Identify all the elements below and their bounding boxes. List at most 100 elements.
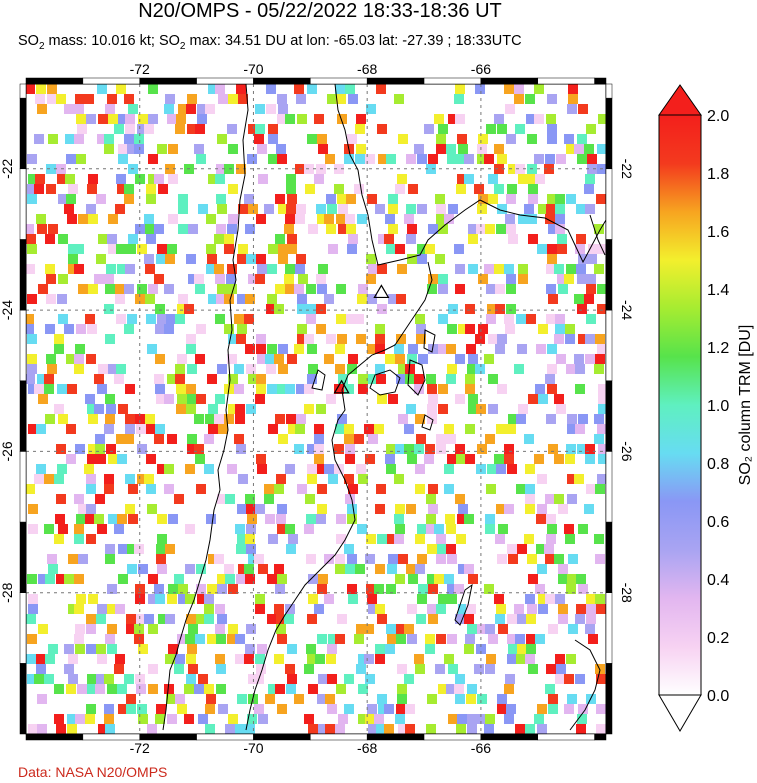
- so2-pixel: [215, 654, 225, 664]
- so2-pixel: [184, 304, 194, 314]
- so2-pixel: [158, 184, 168, 194]
- so2-pixel: [448, 304, 458, 314]
- so2-pixel: [388, 204, 398, 214]
- so2-pixel: [365, 674, 375, 684]
- so2-pixel: [507, 654, 517, 664]
- so2-pixel: [444, 214, 454, 224]
- so2-pixel: [344, 384, 354, 394]
- so2-pixel: [125, 474, 135, 484]
- so2-pixel: [215, 394, 225, 404]
- so2-pixel: [114, 524, 124, 534]
- frame-bar-bottom: [594, 733, 607, 741]
- so2-pixel: [266, 364, 276, 374]
- so2-pixel: [548, 224, 558, 234]
- so2-pixel: [294, 694, 304, 704]
- frame-bar-left: [19, 380, 27, 452]
- so2-pixel: [164, 324, 174, 334]
- so2-pixel: [326, 194, 336, 204]
- so2-pixel: [538, 604, 548, 614]
- so2-pixel: [266, 84, 276, 94]
- so2-pixel: [178, 204, 188, 214]
- so2-pixel: [446, 544, 456, 554]
- so2-pixel: [586, 484, 596, 494]
- so2-pixel: [334, 184, 344, 194]
- so2-pixel: [454, 684, 464, 694]
- so2-pixel: [308, 684, 318, 694]
- so2-pixel: [558, 284, 568, 294]
- so2-pixel: [274, 354, 284, 364]
- so2-pixel: [456, 724, 466, 734]
- so2-pixel: [36, 424, 46, 434]
- so2-pixel: [395, 524, 405, 534]
- so2-pixel: [344, 474, 354, 484]
- so2-pixel: [506, 424, 516, 434]
- so2-pixel: [467, 724, 477, 734]
- so2-pixel: [465, 634, 475, 644]
- so2-pixel: [494, 184, 504, 194]
- so2-pixel: [118, 154, 128, 164]
- so2-pixel: [554, 494, 564, 504]
- so2-pixel: [565, 324, 575, 334]
- so2-pixel: [455, 694, 465, 704]
- so2-pixel: [27, 244, 37, 254]
- so2-pixel: [508, 644, 518, 654]
- so2-pixel: [166, 694, 176, 704]
- so2-pixel: [465, 304, 475, 314]
- so2-pixel: [586, 124, 596, 134]
- so2-pixel: [358, 684, 368, 694]
- salt-lake-1: [369, 369, 401, 396]
- so2-pixel: [286, 174, 296, 184]
- so2-pixel: [74, 354, 84, 364]
- so2-pixel: [538, 594, 548, 604]
- so2-pixel: [36, 84, 46, 94]
- so2-pixel: [256, 344, 266, 354]
- so2-pixel: [326, 334, 336, 344]
- so2-pixel: [186, 614, 196, 624]
- so2-pixel: [407, 354, 417, 364]
- so2-pixel: [27, 184, 37, 194]
- so2-pixel: [264, 484, 274, 494]
- so2-pixel: [446, 374, 456, 384]
- data-credit: Data: NASA N20/OMPS: [18, 764, 168, 780]
- so2-pixel: [137, 704, 147, 714]
- so2-pixel: [45, 414, 55, 424]
- so2-pixel: [104, 134, 114, 144]
- so2-pixel: [86, 354, 96, 364]
- so2-pixel: [546, 114, 556, 124]
- so2-pixel: [54, 344, 64, 354]
- so2-pixel: [555, 674, 565, 684]
- so2-pixel: [245, 294, 255, 304]
- so2-pixel: [35, 94, 45, 104]
- so2-pixel: [145, 224, 155, 234]
- so2-pixel: [266, 104, 276, 114]
- so2-pixel: [455, 674, 465, 684]
- so2-pixel: [36, 214, 46, 224]
- so2-pixel: [356, 624, 366, 634]
- so2-pixel: [88, 214, 98, 224]
- so2-pixel: [326, 394, 336, 404]
- so2-pixel: [536, 344, 546, 354]
- so2-pixel: [125, 114, 135, 124]
- so2-pixel: [256, 214, 266, 224]
- so2-pixel: [467, 714, 477, 724]
- so2-pixel: [465, 424, 475, 434]
- so2-pixel: [506, 284, 516, 294]
- so2-pixel: [396, 374, 406, 384]
- so2-pixel: [204, 594, 214, 604]
- so2-pixel: [164, 394, 174, 404]
- so2-pixel: [234, 384, 244, 394]
- so2-pixel: [428, 504, 438, 514]
- so2-pixel: [117, 684, 127, 694]
- so2-pixel: [347, 364, 357, 374]
- so2-pixel: [36, 464, 46, 474]
- border-chile-bolivia-argentina: [334, 83, 607, 266]
- so2-pixel: [427, 404, 437, 414]
- so2-pixel: [356, 334, 366, 344]
- so2-pixel: [184, 714, 194, 724]
- subtitle-so2-a: SO: [18, 33, 39, 49]
- so2-pixel: [186, 104, 196, 114]
- coastline-borders: [162, 83, 607, 731]
- so2-pixel: [227, 284, 237, 294]
- colorbar-tick-label: 1.8: [707, 166, 729, 183]
- so2-pixel: [144, 614, 154, 624]
